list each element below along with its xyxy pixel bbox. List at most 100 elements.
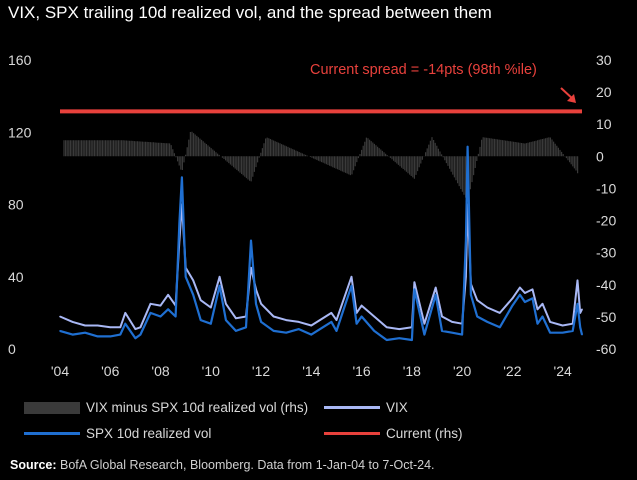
spx-series-point-40 (423, 333, 426, 336)
spx-series-point-9 (149, 312, 152, 314)
vix-series-point-35 (373, 315, 376, 318)
legend-item-spread: VIX minus SPX 10d realized vol (rhs) (24, 400, 308, 415)
vix-series-point-32 (350, 276, 353, 278)
spx-series-point-34 (360, 315, 363, 318)
spx-series-point-36 (385, 339, 388, 341)
spx-series-point-38 (411, 339, 413, 341)
spread-series (63, 131, 579, 201)
x-tick-label-7: '18 (403, 363, 421, 379)
spx-series-point-45 (465, 239, 467, 242)
vix-series-point-41 (434, 286, 437, 289)
vix-series-point-48 (476, 299, 479, 302)
spx-series-point-20 (225, 319, 227, 321)
spx-series-point-50 (499, 326, 501, 329)
spx-series-point-11 (167, 308, 169, 311)
vix-series-point-8 (139, 326, 142, 329)
spx-series (59, 145, 584, 342)
spx-series-point-48 (476, 315, 479, 318)
spx-series-point-55 (536, 322, 539, 325)
spx-series-point-54 (531, 297, 534, 300)
vix-series-point-3 (96, 324, 99, 327)
vix-series-point-5 (119, 326, 122, 329)
vix-series-point-53 (524, 292, 526, 294)
rhs-tick-label-0: 30 (596, 52, 612, 68)
legend-label-vix: VIX (386, 400, 408, 415)
x-tick-label-1: '06 (101, 363, 119, 379)
spx-series-point-52 (519, 294, 521, 296)
spx-series-group (59, 145, 584, 342)
vix-series-point-2 (84, 324, 86, 327)
spx-series-point-16 (192, 294, 194, 296)
x-tick-label-4: '12 (252, 363, 270, 379)
x-tick-label-9: '22 (503, 363, 521, 379)
vix-series-point-0 (59, 315, 61, 318)
lhs-tick-label-3: 120 (8, 124, 32, 140)
rhs-tick-label-1: 20 (596, 84, 612, 100)
x-tick-label-5: '14 (302, 363, 320, 379)
annotation-group: Current spread = -14pts (98th %ile) (310, 62, 576, 103)
rhs-tick-label-8: -50 (596, 309, 616, 325)
vix-series-point-56 (541, 303, 544, 305)
spx-series-point-21 (235, 330, 237, 332)
vix-series-point-37 (398, 328, 401, 330)
vix-series-point-57 (549, 321, 551, 323)
source-label: Source: (10, 458, 57, 472)
vix-series-point-23 (250, 266, 252, 269)
spx-series-point-39 (413, 288, 416, 291)
spx-series-point-46 (466, 145, 469, 148)
legend-label-spread: VIX minus SPX 10d realized vol (rhs) (86, 400, 309, 415)
vix-series-point-4 (109, 326, 112, 329)
vix-series-point-10 (159, 304, 162, 307)
rhs-tick-label-3: 0 (596, 148, 604, 164)
vix-series-point-61 (579, 312, 581, 314)
vix-series-point-43 (451, 321, 453, 323)
x-tick-label-8: '20 (453, 363, 471, 379)
spx-series-point-47 (470, 294, 472, 296)
vix-series-point-49 (486, 306, 489, 309)
vix-series-point-21 (235, 317, 237, 320)
rhs-tick-label-4: -10 (596, 180, 616, 196)
spx-series-point-19 (218, 285, 221, 287)
x-tick-label-3: '10 (202, 363, 220, 379)
spx-series-point-61 (579, 326, 581, 329)
vix-series-point-52 (519, 286, 521, 289)
vix-series-point-27 (285, 319, 288, 321)
spx-series-point-15 (184, 276, 187, 278)
vix-series-point-16 (192, 279, 194, 282)
lhs-axis-ticks: 0 40 80 120 160 (8, 52, 32, 357)
legend-item-vix: VIX (324, 400, 408, 415)
legend-label-spx: SPX 10d realized vol (86, 426, 212, 441)
vix-series-point-50 (499, 312, 501, 314)
chart-title: VIX, SPX trailing 10d realized vol, and … (8, 3, 492, 22)
annotation-arrow-head (567, 94, 576, 103)
vix-series-point-40 (423, 322, 426, 325)
x-tick-label-0: '04 (51, 363, 69, 379)
spx-series-point-17 (199, 319, 202, 321)
source-note: Source: BofA Global Research, Bloomberg.… (10, 458, 435, 472)
vix-series-point-19 (218, 276, 221, 278)
vix-series-point-1 (71, 321, 74, 323)
spx-series-point-56 (541, 315, 544, 318)
rhs-axis-ticks: 30 20 10 0 -10 -20 -30 -40 -50 -60 (596, 52, 616, 357)
rhs-tick-label-2: 10 (596, 116, 612, 132)
source-text: BofA Global Research, Bloomberg. Data fr… (56, 458, 435, 472)
vix-series-point-60 (576, 279, 579, 282)
lhs-tick-label-1: 40 (8, 269, 24, 285)
vix-series-point-28 (298, 321, 300, 323)
spx-series-point-35 (373, 330, 376, 332)
spx-series-point-28 (298, 328, 300, 330)
legend-label-current: Current (rhs) (386, 426, 463, 441)
spx-series-point-5 (119, 333, 122, 336)
spx-series-point-41 (434, 294, 437, 296)
spx-series-point-31 (335, 330, 338, 332)
x-tick-label-2: '08 (151, 363, 169, 379)
vix-series-point-9 (149, 303, 152, 305)
legend-swatch-vix (324, 406, 380, 409)
spx-series-point-37 (398, 337, 401, 340)
spx-series-point-12 (174, 315, 177, 318)
spx-series-point-32 (350, 285, 353, 287)
vix-series-point-39 (413, 281, 416, 284)
vix-series-point-58 (561, 324, 564, 327)
spx-series-point-13 (178, 221, 181, 224)
lhs-tick-label-4: 160 (8, 52, 32, 68)
